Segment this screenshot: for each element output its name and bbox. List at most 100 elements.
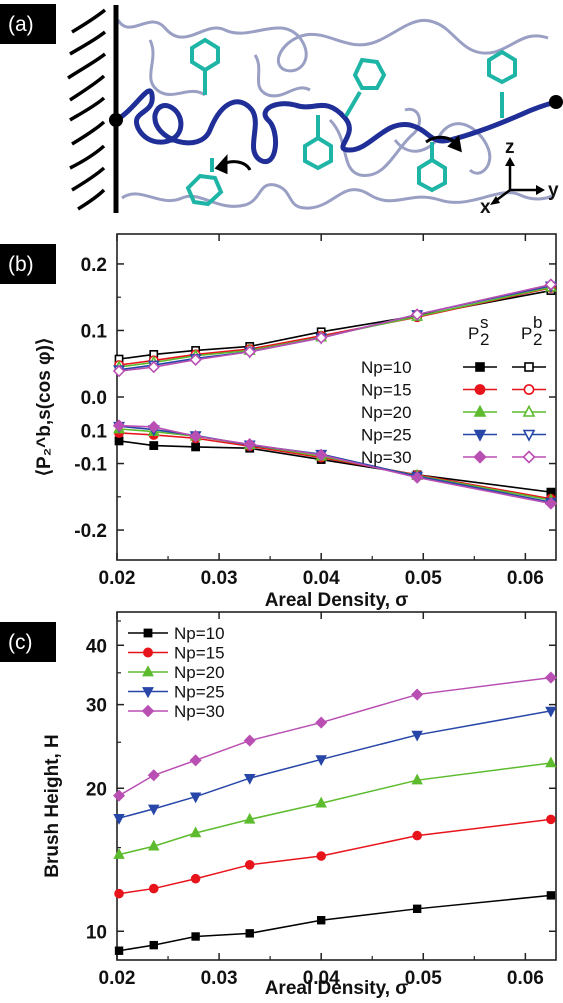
legend-label: Np=30 — [361, 448, 412, 467]
data-point — [243, 812, 256, 824]
y-tick-label: -0.1 — [74, 455, 107, 476]
legend-label: Np=25 — [174, 683, 225, 702]
data-point — [545, 756, 557, 768]
series-line — [118, 894, 551, 952]
x-tick-label: 0.02 — [99, 968, 136, 989]
data-point — [112, 419, 126, 432]
legend-marker — [143, 628, 153, 638]
data-point — [544, 671, 557, 684]
rotation-arrows — [214, 134, 462, 175]
y-axis-label: y — [548, 180, 559, 201]
legend-marker — [141, 704, 155, 718]
plot-frame — [116, 611, 557, 961]
data-point — [243, 345, 256, 358]
y-tick-label: 30 — [86, 696, 107, 717]
legend-marker-b — [524, 362, 534, 372]
data-point — [148, 839, 160, 851]
data-point — [411, 688, 424, 701]
legend-label: Np=20 — [361, 403, 412, 422]
data-point — [189, 430, 202, 443]
y-tick-label: 20 — [86, 779, 107, 800]
legend-label: Np=25 — [361, 426, 412, 445]
background-chains — [116, 18, 553, 210]
y-tick-label: -0.2 — [74, 521, 107, 542]
panel-a-tag-box — [0, 4, 56, 44]
legend-marker-s — [475, 362, 485, 372]
panel-b-axes: 0.02 0.03 0.04 0.05 0.06 0.2 0.1 0.0 -0.1 -0.2 0.1… — [34, 233, 557, 611]
legend-label: Np=30 — [174, 702, 225, 721]
x-tick-label: 0.04 — [303, 968, 340, 989]
data-point — [243, 438, 256, 451]
data-point — [189, 792, 202, 804]
legend-marker-b — [523, 384, 535, 395]
wall-hatching — [67, 8, 107, 211]
data-point — [544, 278, 558, 291]
legend-marker — [143, 647, 154, 658]
data-point — [412, 830, 422, 841]
legend-header-s: P — [468, 324, 479, 343]
data-point — [148, 804, 160, 816]
data-point — [149, 441, 159, 450]
panel-a-schematic: z y x (a) — [0, 4, 563, 218]
data-point — [191, 932, 200, 941]
legend-header-s-sup: s — [480, 313, 489, 332]
data-point — [546, 814, 556, 825]
polymer-backbone — [114, 88, 557, 164]
data-point — [191, 442, 201, 452]
panel-c-chart: (c) 0.02 0.03 0.04 0.05 0.06 10 20 30 40 Areal De… — [0, 611, 557, 999]
x-tick-label: 0.03 — [201, 568, 238, 589]
data-point — [545, 706, 557, 718]
data-point — [189, 754, 202, 767]
legend-label: Np=20 — [174, 663, 225, 682]
legend-marker-s — [474, 384, 486, 395]
y-axis-title: ⟨P₂^b,s(cos φ)⟩ — [34, 338, 55, 477]
legend-marker-b — [522, 404, 536, 417]
data-point — [316, 851, 326, 861]
x-axis-title: Areal Density, σ — [265, 978, 409, 999]
x-tick-label: 0.06 — [507, 968, 544, 989]
data-point — [113, 813, 125, 825]
data-point — [114, 436, 124, 446]
data-point — [410, 471, 424, 484]
panel-c-tag: (c) — [8, 631, 33, 654]
data-point — [245, 929, 254, 938]
y-tick-label: 40 — [86, 636, 107, 657]
x-axis-label: x — [480, 197, 491, 218]
panel-b-tag: (b) — [8, 253, 34, 276]
data-point — [315, 716, 328, 729]
legend-header-b-sup: b — [533, 313, 542, 332]
data-point — [112, 364, 126, 378]
legend-marker-s — [473, 404, 487, 417]
data-point — [546, 891, 556, 900]
data-point — [315, 796, 327, 808]
data-point — [147, 360, 160, 374]
y-tick-label: 0.0 — [81, 388, 107, 409]
panel-b-series — [112, 278, 558, 510]
panel-c-tag-box — [0, 622, 56, 662]
legend-marker-b — [522, 450, 536, 464]
legend-label: Np=10 — [174, 624, 225, 643]
data-point — [147, 420, 160, 434]
data-point — [114, 946, 124, 955]
data-point — [316, 916, 326, 925]
coordinate-axes: z y x — [480, 137, 559, 218]
data-point — [244, 860, 255, 870]
data-point — [315, 755, 327, 767]
x-tick-label: 0.03 — [201, 968, 238, 989]
data-point — [410, 308, 424, 321]
panel-b-tag-box — [0, 244, 56, 284]
y-tick-label: 0.2 — [81, 255, 107, 276]
x-axis-title: Areal Density, σ — [265, 590, 409, 611]
data-point — [544, 497, 558, 510]
data-point — [147, 769, 160, 782]
series-line — [118, 440, 551, 493]
legend-header-b-sub: 2 — [533, 330, 542, 349]
x-tick-label: 0.06 — [507, 568, 544, 589]
plot-frame — [116, 233, 557, 561]
anchor-bead-left — [109, 113, 123, 127]
panel-a-tag: (a) — [8, 13, 34, 36]
x-tick-label: 0.05 — [405, 568, 442, 589]
legend-marker-s — [473, 429, 487, 442]
